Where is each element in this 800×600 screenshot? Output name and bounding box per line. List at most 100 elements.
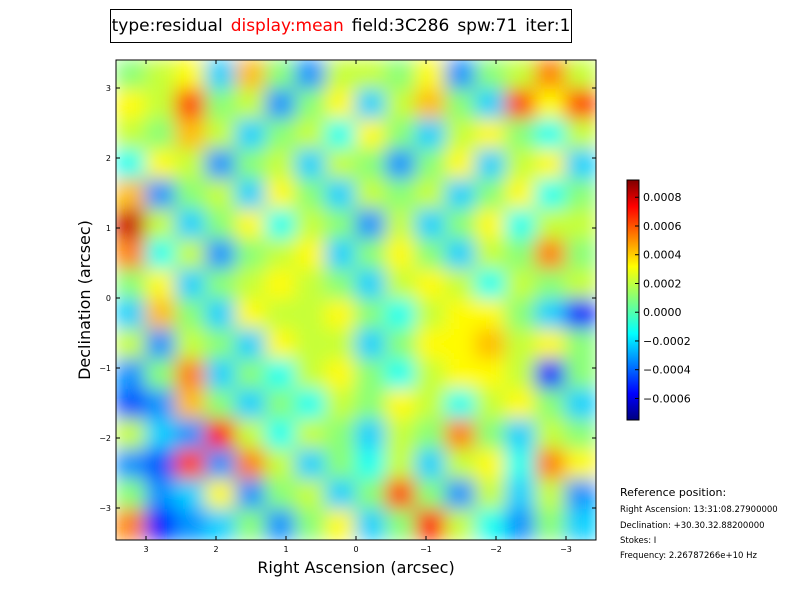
heatmap-cell [505, 239, 537, 271]
heatmap-cell [295, 299, 327, 331]
heatmap-cell [355, 329, 387, 361]
heatmap-cell [505, 299, 537, 331]
heatmap-cell [145, 89, 177, 121]
heatmap-cell [325, 359, 357, 391]
heatmap-cell [205, 299, 237, 331]
heatmap-cell [205, 209, 237, 241]
heatmap-cell [475, 239, 507, 271]
heatmap-cell [565, 269, 596, 301]
plot-title-box: type:residual display:mean field:3C286 s… [110, 9, 572, 43]
heatmap-cell [325, 119, 357, 151]
heatmap-cell [325, 149, 357, 181]
heatmap-cell [475, 479, 507, 511]
heatmap-cell [505, 329, 537, 361]
heatmap-cell [535, 149, 567, 181]
heatmap-cell [415, 449, 447, 481]
heatmap-cell [265, 119, 297, 151]
heatmap-cell [565, 359, 596, 391]
heatmap-cell [475, 419, 507, 451]
heatmap-cell [116, 89, 147, 121]
heatmap-cell [385, 359, 417, 391]
heatmap-cell [415, 479, 447, 511]
heatmap-cell [385, 479, 417, 511]
y-tick-label: 2 [106, 154, 111, 163]
reference-stokes: Stokes: I [620, 536, 657, 546]
y-tick-label: −2 [99, 434, 111, 443]
heatmap-cell [355, 299, 387, 331]
heatmap-cell [295, 60, 327, 91]
heatmap-cell [116, 149, 147, 181]
heatmap-cell [265, 179, 297, 211]
heatmap-cell [445, 479, 477, 511]
title-spw: spw:71 [457, 16, 518, 36]
heatmap-cell [145, 479, 177, 511]
heatmap-cell [175, 419, 207, 451]
heatmap-cell [505, 209, 537, 241]
heatmap-cell [535, 389, 567, 421]
heatmap-cell [205, 60, 237, 91]
title-type: type:residual [111, 16, 223, 36]
heatmap-cell [295, 359, 327, 391]
heatmap-cell [565, 329, 596, 361]
heatmap-cell [355, 60, 387, 91]
heatmap-cell [145, 449, 177, 481]
colorbar-tick-label: 0.0008 [643, 191, 682, 204]
heatmap-cell [265, 509, 297, 540]
heatmap-cell [205, 119, 237, 151]
heatmap-cell [295, 329, 327, 361]
reference-frequency: Frequency: 2.26787266e+10 Hz [620, 551, 757, 561]
heatmap-cell [565, 209, 596, 241]
heatmap-cell [355, 449, 387, 481]
heatmap-cell [475, 119, 507, 151]
heatmap-cell [265, 239, 297, 271]
heatmap-cell [205, 449, 237, 481]
heatmap-cell [175, 269, 207, 301]
heatmap-cell [205, 479, 237, 511]
heatmap-cell [235, 89, 267, 121]
heatmap-cell [505, 479, 537, 511]
heatmap-cell [445, 119, 477, 151]
heatmap-cell [235, 269, 267, 301]
heatmap-cell [235, 329, 267, 361]
heatmap-cell [355, 119, 387, 151]
heatmap-cell [116, 209, 147, 241]
heatmap-cell [175, 119, 207, 151]
reference-heading: Reference position: [620, 486, 727, 499]
heatmap-cell [565, 89, 596, 121]
heatmap-cell [295, 269, 327, 301]
heatmap-cell [475, 329, 507, 361]
heatmap-cell [295, 389, 327, 421]
heatmap-cell [145, 239, 177, 271]
title-display: display:mean [230, 16, 344, 36]
heatmap-cell [265, 449, 297, 481]
title-field: field:3C286 [351, 16, 450, 36]
heatmap-cell [415, 209, 447, 241]
heatmap-cell [295, 149, 327, 181]
heatmap-cell [145, 299, 177, 331]
heatmap-cell [415, 269, 447, 301]
heatmap-cell [265, 479, 297, 511]
heatmap-cell [505, 389, 537, 421]
heatmap-cell [175, 509, 207, 540]
heatmap-cell [355, 479, 387, 511]
heatmap-cell [475, 89, 507, 121]
heatmap-cell [265, 149, 297, 181]
heatmap-cell [535, 509, 567, 540]
heatmap-cell [445, 299, 477, 331]
heatmap-cell [385, 329, 417, 361]
heatmap-cell [565, 449, 596, 481]
heatmap-cell [205, 149, 237, 181]
heatmap-cell [565, 419, 596, 451]
heatmap-cell [445, 89, 477, 121]
heatmap-cell [325, 239, 357, 271]
x-tick-label: 3 [143, 545, 148, 554]
heatmap-cell [235, 149, 267, 181]
heatmap-cell [385, 509, 417, 540]
heatmap-cell [295, 179, 327, 211]
heatmap-cell [385, 179, 417, 211]
heatmap-cell [535, 329, 567, 361]
heatmap-cell [535, 419, 567, 451]
heatmap-cell [415, 299, 447, 331]
heatmap-cell [116, 509, 147, 540]
heatmap-cell [175, 479, 207, 511]
